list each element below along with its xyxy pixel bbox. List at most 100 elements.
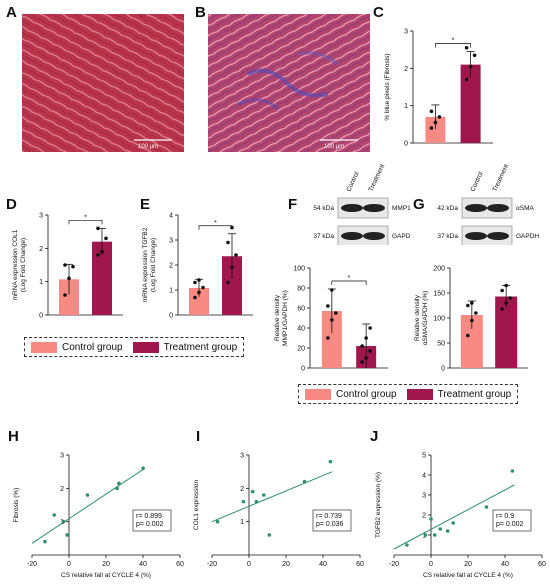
legend-swatch-treatment (132, 341, 159, 353)
data-point (451, 521, 455, 525)
bar-chart-e: 0 1 2 3 4 mRNA expression TGFB2(Log Fold Chan… (142, 213, 253, 320)
data-point-treatment (500, 307, 504, 311)
y-tick-label: 3 (39, 213, 43, 220)
y-axis-label-group: mRNA expression COL1(Log Fold Change) (12, 229, 27, 300)
y-axis-label-group: Relative densityαSMA/GAPDH (%) (414, 291, 429, 346)
y-tick-label: 3 (404, 29, 408, 36)
data-point-control (197, 278, 201, 282)
data-point-treatment (504, 301, 508, 305)
panel-letter-d: D (6, 196, 17, 213)
data-point-treatment (360, 360, 364, 364)
y-tick-label: 3 (60, 453, 64, 460)
data-point (65, 533, 69, 537)
data-point (510, 469, 515, 473)
panel-letter-h: H (8, 428, 19, 445)
blot-lane-label: Treatment (491, 163, 510, 193)
y-tick-label: 1 (169, 288, 173, 295)
x-tick-label: 60 (356, 561, 364, 568)
stats-box (492, 509, 532, 532)
legend-label-control: Control group (336, 388, 397, 400)
y-axis-label-line: αSMA/GAPDH (%) (422, 291, 429, 346)
y-tick-label: 3 (240, 453, 244, 460)
bar-control (460, 315, 483, 368)
y-axis-label-line: Relative density (274, 294, 281, 341)
y-tick-label: 2 (169, 263, 173, 270)
stats-text: r= 0.899 p= 0.002 (136, 513, 164, 528)
x-axis-label: CS relative fall at CYCLE 4 (%) (423, 572, 513, 579)
blot-membrane (337, 225, 389, 245)
x-tick-label: 0 (67, 561, 71, 568)
data-point (43, 539, 47, 544)
blot-band (465, 232, 487, 240)
y-tick-label: 4 (169, 213, 173, 220)
panel-letter-e: E (140, 196, 151, 213)
legend-swatch-control (31, 341, 57, 353)
x-tick-label: 40 (319, 561, 327, 568)
blot-protein-label: αSMA (516, 205, 535, 212)
y-tick-label: 5 (422, 453, 426, 460)
data-point (438, 527, 443, 531)
data-point-treatment (234, 253, 238, 257)
x-tick-label: 60 (176, 561, 184, 568)
significance-marker: * (84, 214, 87, 221)
data-point (254, 499, 259, 504)
blot-kda-label: 42 kDa (437, 205, 458, 212)
legend-item-control: Control group (305, 388, 397, 400)
bar-treatment (495, 296, 518, 368)
significance-bracket (198, 225, 233, 230)
legend-label-treatment: Treatment group (437, 388, 512, 400)
y-axis-label-line: mRNA expression TGFB2 (142, 227, 149, 302)
y-axis-label: Relative densityαSMA/GAPDH (%) (414, 291, 429, 346)
data-point-treatment (364, 336, 368, 340)
legend-group-2: Control group Treatment group (298, 384, 518, 404)
y-axis-label: % blue pixels (Fibrosis) (384, 53, 391, 120)
data-point (115, 486, 119, 491)
blot-kda-label: 54 kDa (313, 205, 334, 212)
data-point-control (67, 276, 71, 281)
y-axis-label-line: (Log Fold Change) (20, 238, 27, 292)
y-axis-label: Fibrosis (%) (13, 488, 20, 523)
legend-label-treatment: Treatment group (163, 341, 238, 353)
blot-protein-label: GAPDH (392, 233, 410, 240)
data-point-treatment (468, 64, 473, 69)
panel-letter-g: G (413, 196, 425, 213)
data-point-control (433, 120, 438, 125)
panel-letter-c: C (373, 4, 384, 21)
significance-bracket (331, 280, 367, 285)
bar-control (59, 279, 79, 315)
blot-lane-label: Treatment (367, 163, 386, 193)
blot-band (465, 204, 487, 212)
stats-text-line: p= 0.036 (316, 521, 344, 528)
x-tick-label: -20 (27, 561, 37, 568)
blot-band (363, 204, 385, 212)
y-tick-label: 3 (422, 493, 426, 500)
western-blot-f: Control Treatment 54 kDa MMP1 37 kDa GAPDH (313, 163, 410, 245)
data-point-treatment (104, 236, 108, 241)
data-point (429, 517, 433, 521)
y-tick-label: 40 (297, 326, 305, 333)
data-point-treatment (96, 253, 100, 257)
data-point-treatment (360, 344, 364, 348)
y-tick-label: 100 (433, 316, 445, 323)
x-tick-label: 20 (282, 561, 290, 568)
stats-text-line: r= 0.899 (136, 513, 162, 520)
data-point-treatment (500, 288, 504, 293)
stats-text-line: r= 0.9 (496, 513, 514, 520)
data-point (61, 519, 66, 524)
x-tick-label: -20 (207, 561, 217, 568)
y-axis-label: mRNA expression COL1(Log Fold Change) (12, 229, 27, 300)
data-point-control (326, 304, 330, 308)
data-point (302, 479, 307, 484)
y-tick-label: 80 (297, 286, 305, 293)
y-tick-label: 1 (39, 279, 43, 286)
data-point (85, 493, 90, 497)
legend-item-treatment: Treatment group (132, 341, 238, 353)
data-point-treatment (368, 326, 372, 330)
stats-text: r= 0.739 p= 0.036 (316, 513, 344, 528)
legend-item-treatment: Treatment group (406, 388, 512, 400)
y-axis-label-line: mRNA expression COL1 (12, 229, 19, 300)
x-tick-label: 0 (429, 561, 433, 568)
y-tick-label: 200 (433, 266, 445, 273)
data-point-treatment (508, 296, 512, 300)
panel-letter-j: J (370, 428, 379, 445)
